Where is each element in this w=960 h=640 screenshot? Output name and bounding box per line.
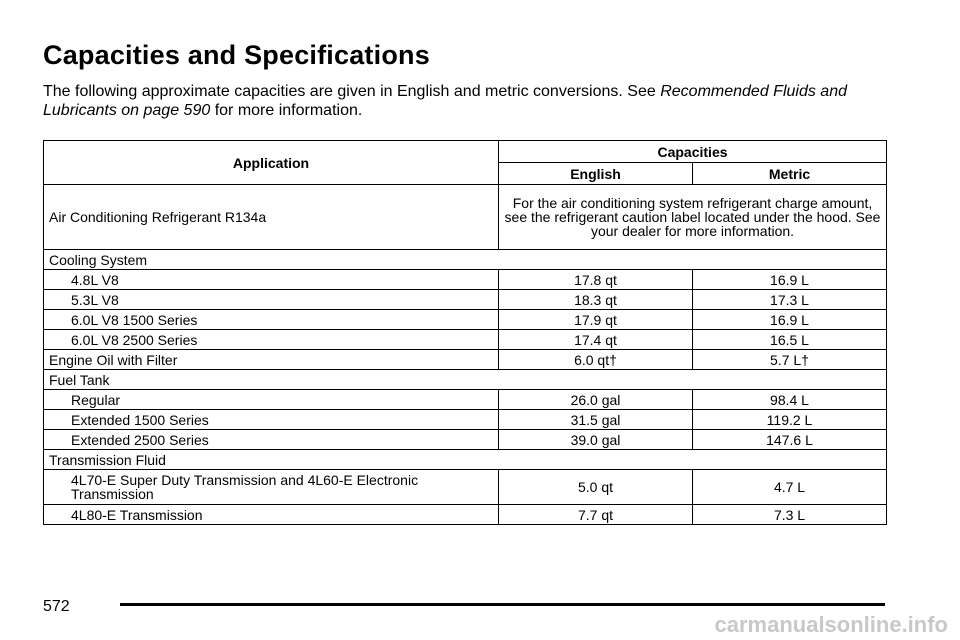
header-cell: English — [498, 162, 693, 185]
title: Capacities and Specifications — [43, 40, 430, 70]
english-cell: 17.9 qt — [498, 309, 693, 330]
english-cell: 7.7 qt — [498, 504, 693, 525]
table-row: Extended 1500 Series 31.5 gal 119.2 L — [43, 409, 888, 430]
table-body: Air Conditioning Refrigerant R134a For th… — [42, 184, 888, 525]
watermark: carmanualsonline.info — [714, 612, 949, 637]
section-cell: Cooling System — [42, 249, 888, 270]
application-cell: 4L70-E Super Duty Transmission and 4L60-… — [43, 469, 499, 505]
section-cell: Fuel Tank — [42, 369, 888, 390]
english-cell: 26.0 gal — [498, 389, 693, 410]
intro-link: Recommended Fluids and Lubricants on pag… — [43, 83, 847, 119]
metric-cell: 119.2 L — [691, 409, 888, 430]
application-cell: 6.0L V8 1500 Series — [43, 309, 499, 330]
english-cell: 6.0 qt† — [498, 349, 693, 370]
table-row: Extended 2500 Series 39.0 gal 147.6 L — [43, 429, 888, 450]
header-cell: Metric — [691, 162, 888, 185]
metric-cell: 5.7 L† — [691, 349, 888, 370]
metric-cell: 4.7 L — [691, 469, 888, 505]
table-row: 6.0L V8 1500 Series 17.9 qt 16.9 L — [43, 309, 888, 330]
metric-cell: 147.6 L — [691, 429, 888, 450]
table-row: 6.0L V8 2500 Series 17.4 qt 16.5 L — [43, 329, 888, 350]
section-row: Transmission Fluid — [42, 449, 888, 470]
note-cell: For the air conditioning system refriger… — [497, 184, 888, 250]
application-cell: 4L80-E Transmission — [43, 504, 499, 525]
table-row: 4L70-E Super Duty Transmission and 4L60-… — [43, 469, 888, 505]
page-number: 572 — [43, 598, 70, 615]
application-cell: Engine Oil with Filter — [43, 349, 499, 370]
metric-cell: 16.5 L — [691, 329, 888, 350]
application-cell: Regular — [43, 389, 499, 410]
header-row: Application Capacities — [43, 140, 888, 185]
metric-cell: 7.3 L — [691, 504, 888, 525]
metric-cell: 98.4 L — [691, 389, 888, 410]
intro-after: for more information. — [214, 102, 363, 119]
section-cell: Transmission Fluid — [42, 449, 888, 470]
table-row: 5.3L V8 18.3 qt 17.3 L — [43, 289, 888, 310]
application-cell: 5.3L V8 — [43, 289, 499, 310]
footer-rule — [120, 603, 885, 606]
english-cell: 31.5 gal — [498, 409, 693, 430]
english-cell: 5.0 qt — [498, 469, 693, 505]
metric-cell: 16.9 L — [691, 309, 888, 330]
english-cell: 17.8 qt — [498, 269, 693, 290]
english-cell: 18.3 qt — [498, 289, 693, 310]
table-row: Regular 26.0 gal 98.4 L — [43, 389, 888, 410]
application-cell: 6.0L V8 2500 Series — [43, 329, 499, 350]
header-cell: Capacities — [497, 140, 888, 163]
application-cell: Air Conditioning Refrigerant R134a — [43, 184, 499, 250]
application-cell: Extended 1500 Series — [43, 409, 499, 430]
capacities-table: Application Capacities English Metric Ai… — [42, 140, 888, 525]
table-row: 4.8L V8 17.8 qt 16.9 L — [43, 269, 888, 290]
application-cell: 4.8L V8 — [43, 269, 499, 290]
table-row: Engine Oil with Filter 6.0 qt† 5.7 L† — [43, 349, 888, 370]
english-cell: 17.4 qt — [498, 329, 693, 350]
metric-cell: 17.3 L — [691, 289, 888, 310]
section-row: Cooling System — [42, 249, 888, 270]
section-row: Fuel Tank — [42, 369, 888, 390]
metric-cell: 16.9 L — [691, 269, 888, 290]
intro-text: The following approximate capacities are… — [43, 83, 656, 100]
table-row: 4L80-E Transmission 7.7 qt 7.3 L — [43, 504, 888, 525]
header-row: English Metric — [44, 162, 888, 185]
header-cell: Application — [43, 140, 499, 185]
application-cell: Extended 2500 Series — [43, 429, 499, 450]
english-cell: 39.0 gal — [498, 429, 693, 450]
table-row: Air Conditioning Refrigerant R134a For th… — [43, 184, 888, 250]
intro: The following approximate capacities are… — [43, 82, 883, 120]
